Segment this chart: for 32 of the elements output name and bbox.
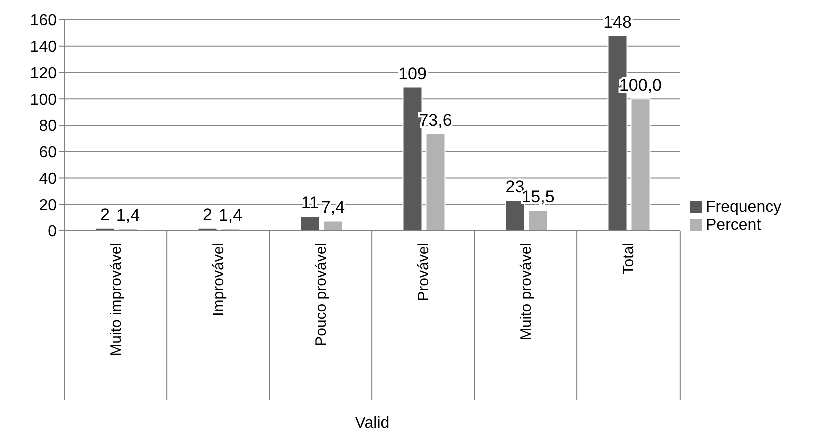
bar	[426, 133, 446, 231]
x-axis-title: Valid	[355, 415, 390, 432]
y-tick-label: 40	[39, 170, 58, 188]
data-label: 11	[301, 193, 320, 212]
y-tick-label: 140	[30, 39, 58, 56]
data-label: 2	[100, 205, 110, 224]
legend-label: Percent	[706, 216, 762, 234]
data-label: 1,4	[116, 206, 140, 226]
y-tick-label: 80	[39, 118, 58, 136]
x-tick-label: Muito improvável	[108, 243, 125, 356]
data-label: 1,4	[218, 206, 243, 226]
x-tick-label: Pouco provável	[312, 243, 330, 346]
data-label: 7,4	[321, 198, 346, 218]
bar	[528, 210, 548, 231]
x-tick-label: Total	[620, 243, 638, 275]
data-label: 148	[604, 12, 632, 32]
y-tick-label: 160	[30, 12, 58, 30]
x-tick-label: Muito provável	[518, 243, 535, 341]
bar	[630, 98, 651, 231]
bar	[300, 216, 320, 231]
y-tick-label: 20	[39, 197, 58, 214]
y-tick-label: 100	[30, 92, 58, 109]
legend-label: Frequency	[706, 198, 782, 216]
y-tick-label: 120	[30, 65, 58, 82]
data-label: 23	[506, 178, 525, 197]
y-tick-label: 0	[48, 224, 58, 241]
data-label: 2	[203, 205, 212, 224]
data-label: 109	[398, 64, 427, 84]
bar	[323, 220, 344, 231]
y-tick-label: 60	[39, 144, 58, 162]
x-tick-label: Improvável	[210, 243, 228, 316]
x-tick-label: Provável	[415, 243, 432, 302]
